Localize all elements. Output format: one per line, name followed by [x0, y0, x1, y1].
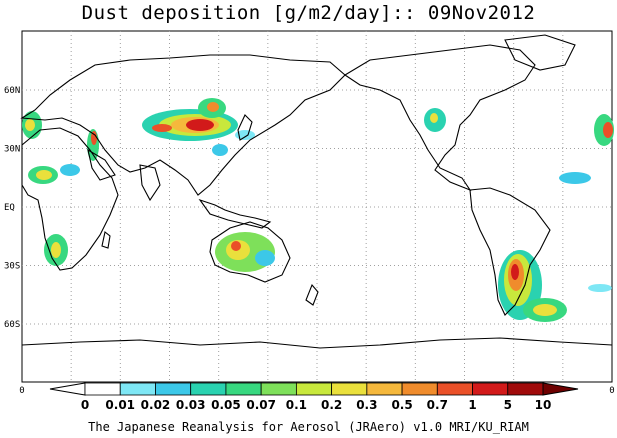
colorbar-segment: [295, 382, 333, 396]
axis-zero-right: 0: [609, 386, 614, 396]
lat-label: 60N: [4, 86, 20, 96]
colorbar-segment: [401, 382, 438, 396]
colorbar-tick-label: 0.1: [286, 398, 307, 412]
colorbar-segment: [436, 382, 473, 396]
map-footer-credit: The Japanese Reanalysis for Aerosol (JRA…: [88, 420, 529, 434]
lat-label: 30S: [4, 262, 20, 272]
colorbar-tick-label: 0: [81, 398, 89, 412]
colorbar-segment: [155, 382, 192, 396]
dust-patches: [22, 98, 614, 322]
map-title: Dust deposition [g/m2/day]:: 09Nov2012: [81, 2, 536, 24]
colorbar-segment: [84, 382, 121, 396]
colorbar-tick-label: 10: [535, 398, 552, 412]
axis-zero-left: 0: [19, 386, 24, 396]
colorbar-segment: [366, 382, 403, 396]
colorbar-segment: [190, 382, 227, 396]
colorbar-tick-label: 0.03: [176, 398, 206, 412]
colorbar-right-triangle: [542, 382, 579, 396]
colorbar-tick-label: 0.7: [427, 398, 448, 412]
colorbar-segment: [507, 382, 544, 396]
lat-label: 30N: [4, 145, 20, 155]
colorbar-tick-label: 1: [468, 398, 476, 412]
colorbar-tick-label: 0.5: [391, 398, 412, 412]
lat-label: 60S: [4, 320, 20, 330]
colorbar-tick-label: 0.02: [141, 398, 171, 412]
colorbar-segment: [472, 382, 509, 396]
colorbar-left-triangle: [49, 382, 86, 396]
colorbar: 0 0.01 0.02 0.03 0.05 0.07 0.1 0.2 0.3 0.5 0.7 1 5 10: [49, 382, 579, 412]
colorbar-segment: [119, 382, 156, 396]
coastlines: [20, 34, 613, 349]
latitude-labels: 60N 30N EQ 30S 60S: [4, 86, 20, 330]
colorbar-tick-label: 0.05: [211, 398, 241, 412]
colorbar-segment: [260, 382, 297, 396]
colorbar-tick-label: 0.2: [321, 398, 342, 412]
lat-lon-grid: [22, 31, 612, 382]
colorbar-segment: [225, 382, 262, 396]
colorbar-tick-label: 0.07: [246, 398, 276, 412]
colorbar-segment: [331, 382, 368, 396]
colorbar-tick-label: 0.01: [105, 398, 135, 412]
colorbar-tick-label: 5: [504, 398, 512, 412]
colorbar-tick-label: 0.3: [356, 398, 377, 412]
lat-label: EQ: [4, 203, 15, 213]
